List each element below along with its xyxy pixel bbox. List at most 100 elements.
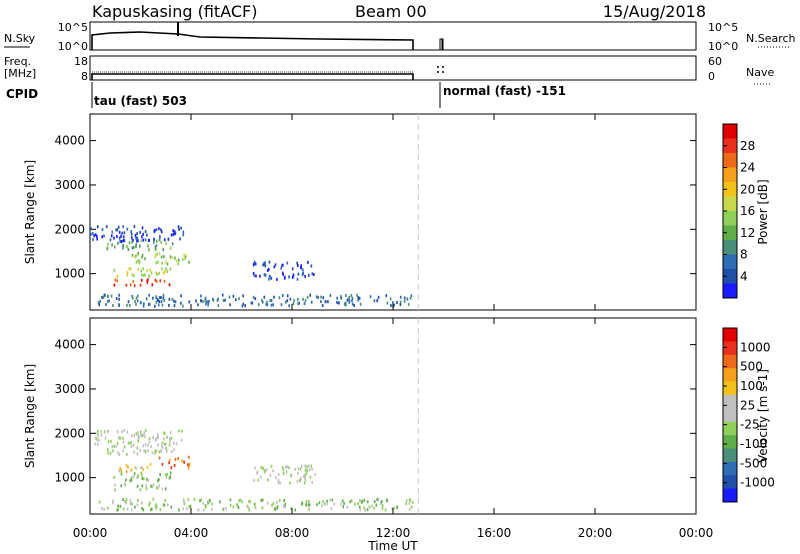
velocity-cell bbox=[178, 508, 180, 512]
power-cell bbox=[321, 304, 324, 307]
velocity-cell bbox=[371, 504, 373, 508]
power-cell bbox=[133, 225, 136, 228]
velocity-cell bbox=[405, 502, 408, 506]
velocity-cell bbox=[323, 502, 326, 506]
velocity-cell bbox=[297, 467, 300, 471]
power-cell bbox=[103, 293, 106, 297]
velocity-cell bbox=[94, 442, 96, 446]
power-cell bbox=[139, 283, 142, 287]
velocity-cell bbox=[202, 501, 204, 505]
velocity-cell bbox=[305, 503, 307, 507]
velocity-cell bbox=[141, 477, 144, 481]
power-cell bbox=[131, 246, 134, 250]
power-cell bbox=[158, 238, 161, 242]
velocity-cell bbox=[129, 441, 132, 445]
velocity-cell bbox=[384, 508, 387, 512]
velocity-cell bbox=[117, 451, 119, 455]
power-frame bbox=[89, 113, 697, 311]
velocity-cell bbox=[163, 437, 165, 441]
power-cell bbox=[101, 228, 104, 232]
velocity-cell bbox=[165, 475, 168, 479]
velocity-cell bbox=[285, 470, 288, 474]
power-cell bbox=[137, 239, 139, 243]
power-cell bbox=[140, 278, 143, 282]
velocity-cell bbox=[294, 467, 296, 471]
velocity-cell bbox=[146, 477, 148, 481]
power-cell bbox=[96, 237, 98, 241]
velocity-cell bbox=[136, 484, 139, 488]
velocity-cell bbox=[130, 508, 133, 512]
velocity-cell bbox=[341, 499, 344, 503]
velocity-cell bbox=[132, 475, 135, 479]
power-cell bbox=[142, 232, 144, 236]
velocity-cell bbox=[149, 462, 152, 466]
velocity-cell bbox=[119, 436, 121, 440]
nsearch-tick-top: 10^5 bbox=[708, 21, 738, 34]
power-cell bbox=[200, 294, 202, 298]
power-cell bbox=[155, 253, 157, 257]
power-cell bbox=[127, 248, 130, 251]
power-cell bbox=[357, 298, 359, 302]
velocity-cell bbox=[103, 430, 106, 434]
nsearch-label: N.Search bbox=[746, 32, 796, 45]
power-cell bbox=[134, 233, 137, 237]
power-cell bbox=[116, 274, 119, 278]
velocity-colorbar-tick-label: -1000 bbox=[740, 476, 775, 490]
power-cell bbox=[157, 260, 159, 264]
power-cell bbox=[244, 304, 246, 308]
power-cell bbox=[270, 299, 273, 302]
power-cell bbox=[146, 279, 149, 283]
power-cell bbox=[257, 303, 260, 307]
power-ytick-label: 3000 bbox=[54, 178, 85, 192]
velocity-colorbar-segment bbox=[723, 368, 737, 383]
power-cell bbox=[310, 300, 313, 304]
velocity-cell bbox=[96, 442, 99, 446]
velocity-cell bbox=[156, 436, 159, 439]
power-cell bbox=[162, 296, 165, 300]
power-cell bbox=[168, 303, 170, 307]
velocity-cell bbox=[96, 438, 98, 442]
velocity-cell bbox=[237, 506, 240, 509]
velocity-cell bbox=[97, 434, 100, 438]
velocity-cell bbox=[144, 429, 147, 433]
velocity-colorbar-segment bbox=[723, 448, 737, 463]
power-cell bbox=[159, 235, 161, 239]
power-cell bbox=[121, 231, 123, 235]
power-xtick-marks bbox=[89, 114, 697, 310]
power-cell bbox=[292, 302, 295, 305]
velocity-cell bbox=[279, 481, 281, 485]
power-cell bbox=[180, 294, 182, 298]
power-cell bbox=[224, 298, 226, 302]
velocity-colorbar-segment bbox=[723, 394, 737, 409]
power-cell bbox=[111, 243, 113, 247]
power-cell bbox=[125, 245, 128, 248]
power-colorbar: 28 24 20 16 12 8 4 bbox=[722, 123, 755, 299]
power-cell bbox=[92, 232, 94, 235]
power-cell bbox=[297, 297, 299, 301]
velocity-cell bbox=[160, 449, 162, 453]
power-cell bbox=[133, 284, 136, 288]
velocity-cell bbox=[148, 503, 150, 507]
power-cell bbox=[108, 299, 110, 303]
velocity-cell bbox=[283, 504, 285, 508]
velocity-cell bbox=[188, 505, 191, 509]
velocity-cell bbox=[304, 473, 306, 477]
velocity-cell bbox=[305, 500, 308, 504]
velocity-cell bbox=[175, 442, 178, 446]
velocity-cell bbox=[373, 500, 376, 504]
power-ylabel: Slant Range [km] bbox=[23, 160, 37, 264]
power-cell bbox=[90, 227, 92, 231]
velocity-cell bbox=[375, 503, 378, 507]
power-cell bbox=[273, 265, 276, 269]
power-cell bbox=[113, 236, 115, 240]
velocity-cell bbox=[141, 473, 143, 477]
power-cell bbox=[149, 268, 151, 272]
velocity-cell bbox=[113, 476, 115, 479]
power-cell bbox=[265, 302, 268, 306]
velocity-cell bbox=[151, 485, 153, 489]
power-cell bbox=[138, 261, 141, 265]
velocity-cell bbox=[267, 501, 269, 505]
velocity-cell bbox=[197, 508, 200, 512]
power-cell bbox=[307, 260, 309, 264]
power-cell bbox=[310, 264, 313, 268]
